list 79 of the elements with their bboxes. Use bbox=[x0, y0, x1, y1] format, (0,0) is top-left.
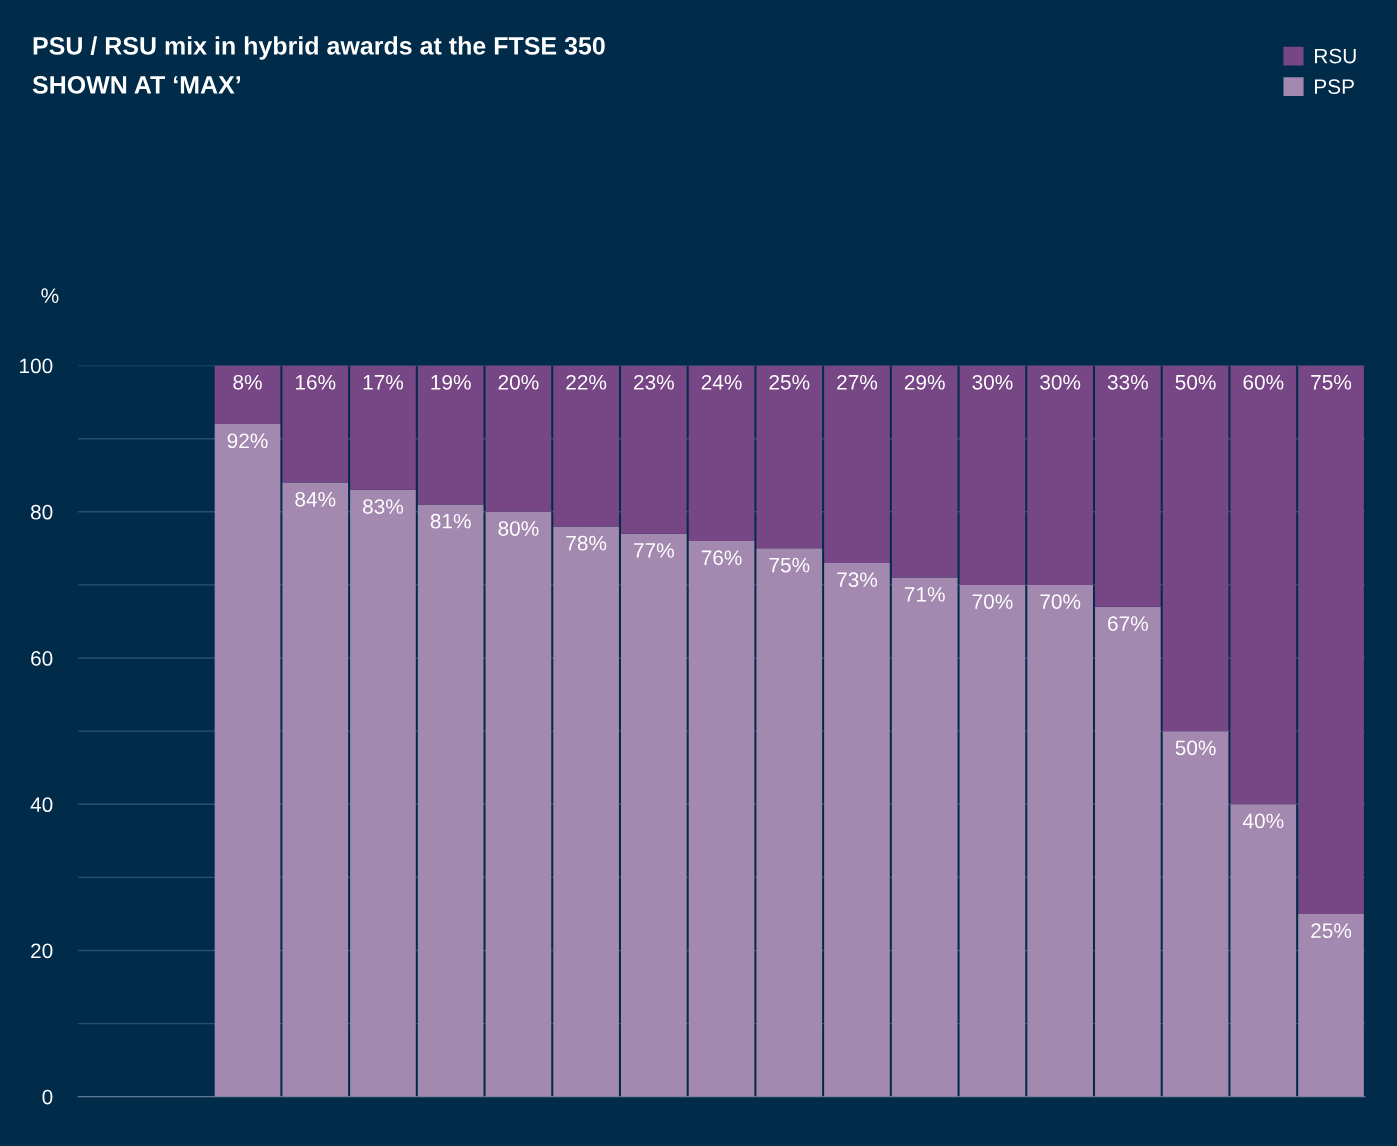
bar bbox=[1298, 913, 1364, 1097]
data-label: 71% bbox=[904, 587, 945, 602]
data-label: 73% bbox=[837, 572, 878, 588]
data-label: 19% bbox=[431, 374, 471, 390]
bar bbox=[1027, 584, 1093, 1097]
bar bbox=[350, 489, 416, 1097]
data-label: 78% bbox=[566, 535, 607, 551]
data-label: 50% bbox=[1175, 740, 1216, 756]
data-label: 23% bbox=[634, 374, 674, 390]
y-tick-label: 40 bbox=[30, 797, 53, 813]
bar bbox=[756, 548, 823, 1097]
data-label: 92% bbox=[227, 433, 268, 449]
bar bbox=[891, 577, 958, 1097]
bar bbox=[824, 365, 890, 563]
bar bbox=[485, 511, 552, 1097]
data-label: 16% bbox=[295, 374, 336, 390]
chart-subtitle: SHOWN AT ‘MAX’ bbox=[32, 76, 241, 94]
data-label: 27% bbox=[837, 374, 878, 390]
bar bbox=[959, 584, 1026, 1097]
bar bbox=[1095, 606, 1161, 1097]
data-label: 70% bbox=[972, 594, 1013, 609]
y-tick-label: 20 bbox=[31, 943, 53, 959]
bar bbox=[417, 365, 484, 505]
bar bbox=[417, 504, 484, 1097]
bar bbox=[688, 541, 755, 1097]
bar bbox=[891, 365, 958, 578]
bar bbox=[1298, 365, 1364, 914]
bar bbox=[756, 365, 823, 549]
data-label: 75% bbox=[1311, 374, 1352, 390]
data-label: 24% bbox=[701, 374, 742, 390]
legend-label: PSP bbox=[1315, 79, 1354, 95]
data-label: 20% bbox=[498, 374, 539, 390]
y-axis-title: % bbox=[41, 288, 59, 303]
data-label: 17% bbox=[363, 374, 404, 390]
data-label: 84% bbox=[295, 491, 336, 507]
data-label: 40% bbox=[1242, 813, 1284, 829]
legend-label: RSU bbox=[1315, 48, 1356, 64]
bar bbox=[620, 533, 687, 1097]
bar bbox=[214, 365, 281, 425]
bar bbox=[350, 365, 416, 490]
bar bbox=[824, 562, 890, 1097]
data-label: 30% bbox=[972, 374, 1013, 390]
y-tick-label: 0 bbox=[42, 1089, 53, 1105]
data-label: 22% bbox=[566, 374, 607, 390]
data-label: 33% bbox=[1107, 374, 1148, 390]
data-label: 76% bbox=[701, 550, 742, 566]
bar bbox=[620, 365, 687, 534]
data-label: 77% bbox=[634, 543, 674, 558]
data-label: 30% bbox=[1040, 374, 1081, 390]
bar bbox=[688, 365, 755, 542]
data-label: 8% bbox=[233, 374, 262, 390]
data-label: 70% bbox=[1040, 594, 1081, 609]
bar bbox=[282, 365, 349, 483]
chart-title: PSU / RSU mix in hybrid awards at the FTSE 350 bbox=[33, 36, 605, 60]
data-label: 81% bbox=[430, 513, 471, 529]
y-tick-label: 100 bbox=[20, 358, 53, 374]
data-label: 80% bbox=[498, 521, 539, 536]
bar bbox=[1230, 804, 1297, 1097]
data-label: 60% bbox=[1243, 374, 1284, 390]
data-label: 83% bbox=[363, 499, 404, 514]
bar bbox=[959, 365, 1026, 585]
bar bbox=[1162, 731, 1229, 1097]
data-label: 50% bbox=[1175, 374, 1216, 390]
bar bbox=[553, 365, 619, 527]
bar bbox=[1095, 365, 1161, 607]
bar bbox=[214, 424, 281, 1097]
data-label: 29% bbox=[904, 374, 945, 390]
bar bbox=[1027, 365, 1093, 585]
data-label: 25% bbox=[769, 374, 810, 390]
data-label: 67% bbox=[1108, 616, 1148, 631]
data-label: 25% bbox=[1311, 923, 1352, 939]
bar bbox=[1230, 365, 1297, 805]
bar bbox=[553, 526, 619, 1097]
bar bbox=[1162, 365, 1229, 732]
bar bbox=[485, 365, 552, 512]
bar bbox=[282, 482, 349, 1097]
y-tick-label: 80 bbox=[30, 504, 53, 520]
y-tick-label: 60 bbox=[31, 651, 53, 666]
data-label: 75% bbox=[769, 557, 810, 573]
